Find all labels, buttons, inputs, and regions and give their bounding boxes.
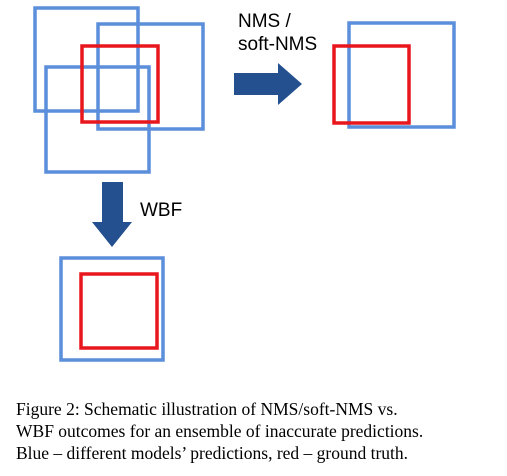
- nms-label-line2: soft-NMS: [238, 34, 318, 55]
- ensemble-predictions-group: [33, 6, 205, 174]
- wbf-arrow: [92, 182, 132, 247]
- figure-caption: Figure 2: Schematic illustration of NMS/…: [16, 398, 492, 464]
- caption-line-2: WBF outcomes for an ensemble of inaccura…: [16, 421, 424, 441]
- nms-label-line1: NMS /: [238, 11, 291, 32]
- schematic-diagram: [33, 6, 456, 362]
- nms-label: NMS / soft-NMS: [238, 10, 317, 56]
- caption-line-3: Blue – different models’ predictions, re…: [16, 443, 409, 463]
- nms-result-box: [347, 21, 456, 129]
- wbf-result-box: [59, 256, 165, 362]
- nms-outcome-group: [332, 21, 456, 129]
- wbf-outcome-group: [59, 256, 165, 362]
- nms-arrow: [234, 63, 302, 105]
- caption-line-1: Figure 2: Schematic illustration of NMS/…: [16, 399, 398, 419]
- ground-truth-box-3: [79, 272, 159, 350]
- ground-truth-box-2: [332, 44, 411, 125]
- prediction-box-1: [33, 6, 140, 113]
- ground-truth-box-1: [80, 44, 160, 124]
- prediction-box-3: [44, 65, 151, 174]
- wbf-label: WBF: [140, 200, 183, 221]
